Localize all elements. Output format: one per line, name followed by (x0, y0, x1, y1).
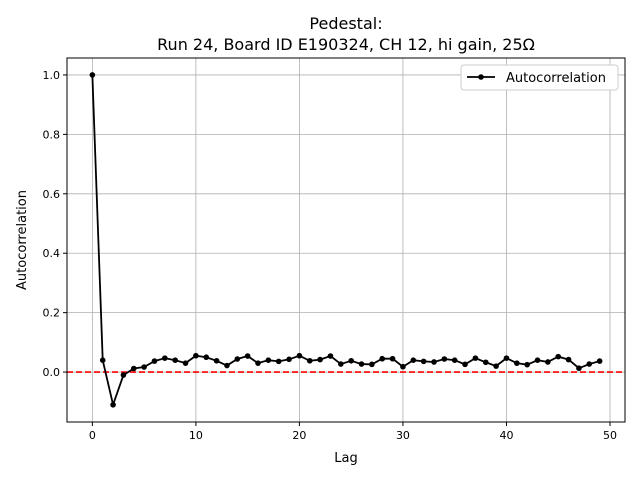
data-point (296, 352, 303, 359)
data-point (275, 358, 282, 365)
data-point (379, 355, 386, 362)
data-point (317, 356, 323, 363)
data-point (493, 363, 499, 369)
y-tick-label: 0.0 (43, 366, 61, 379)
data-point (141, 364, 147, 370)
data-point (348, 357, 354, 364)
data-point (172, 357, 178, 363)
data-point (431, 359, 437, 365)
data-point (182, 360, 189, 366)
data-point (327, 353, 334, 359)
data-point (472, 355, 479, 361)
data-point (224, 362, 230, 369)
data-point (565, 356, 572, 363)
data-point (213, 357, 220, 364)
data-point (244, 353, 251, 359)
x-tick-label: 0 (89, 429, 96, 442)
legend: Autocorrelation (460, 64, 619, 91)
data-point (534, 357, 541, 363)
data-point (265, 357, 272, 363)
data-point (400, 363, 406, 370)
legend-label: Autocorrelation (506, 71, 606, 86)
data-point (358, 361, 365, 367)
data-point (286, 356, 292, 363)
data-point (162, 355, 168, 361)
data-point (369, 361, 375, 368)
data-point (576, 365, 582, 372)
autocorrelation-line (91, 74, 600, 408)
plot-frame (66, 57, 626, 423)
x-tick-label: 20 (292, 429, 306, 442)
data-point (151, 358, 158, 364)
data-point (451, 357, 458, 363)
data-point (89, 72, 96, 78)
data-point (596, 358, 603, 364)
x-tick-label: 50 (603, 429, 617, 442)
x-tick-label: 10 (189, 429, 203, 442)
data-point (234, 356, 241, 362)
data-point (338, 361, 344, 367)
data-point (130, 365, 137, 372)
data-point (441, 356, 448, 362)
data-point (99, 357, 106, 363)
chart-title-line2: Run 24, Board ID E190324, CH 12, hi gain… (157, 35, 535, 54)
data-point (193, 352, 199, 359)
y-tick-label: 0.2 (43, 307, 61, 320)
legend-box (460, 64, 619, 91)
data-point (555, 353, 562, 360)
x-axis-label: Lag (334, 451, 357, 466)
data-point (420, 358, 427, 365)
data-point (203, 354, 210, 361)
data-point (110, 401, 116, 408)
data-point (255, 360, 261, 366)
legend-marker (478, 74, 484, 80)
data-point (524, 361, 530, 368)
x-tick-label: 30 (396, 429, 410, 442)
y-tick-label: 0.4 (43, 247, 61, 260)
y-tick-label: 0.6 (43, 188, 61, 201)
chart-title-line1: Pedestal: (309, 14, 382, 33)
data-point (586, 361, 593, 367)
data-point (514, 360, 520, 366)
y-tick-label: 1.0 (43, 69, 61, 82)
y-axis-label: Autocorrelation (15, 190, 30, 290)
data-point (120, 372, 127, 378)
data-point (545, 359, 551, 365)
y-tick-label: 0.8 (43, 128, 61, 141)
data-point (410, 357, 417, 363)
data-point (503, 355, 510, 361)
x-tick-label: 40 (499, 429, 513, 442)
data-point (389, 355, 396, 362)
data-point (482, 359, 489, 366)
data-point (462, 361, 468, 368)
data-point (306, 357, 313, 364)
